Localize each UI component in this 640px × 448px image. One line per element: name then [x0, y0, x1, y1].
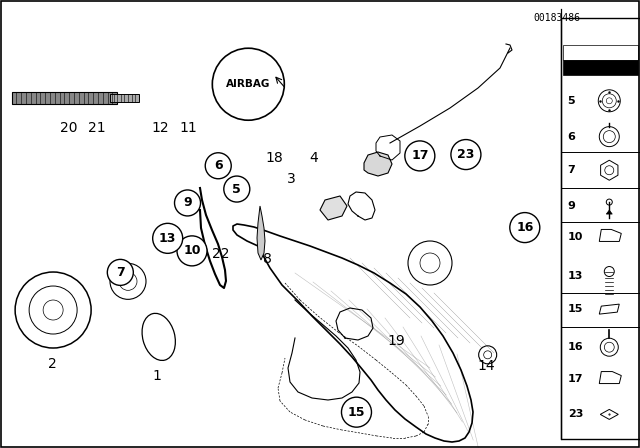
Text: 20: 20: [60, 121, 78, 135]
Text: 6: 6: [568, 132, 575, 142]
Circle shape: [451, 140, 481, 169]
Polygon shape: [364, 152, 392, 176]
Text: 22: 22: [212, 247, 230, 262]
Text: 13: 13: [568, 271, 583, 280]
Text: 16: 16: [516, 221, 534, 234]
Circle shape: [205, 153, 231, 179]
Text: 17: 17: [411, 149, 429, 163]
Text: 8: 8: [263, 252, 272, 266]
Text: 10: 10: [568, 233, 583, 242]
Text: 21: 21: [88, 121, 106, 135]
Bar: [563, 60, 638, 75]
Text: 17: 17: [568, 374, 583, 383]
Text: 5: 5: [232, 182, 241, 196]
Circle shape: [405, 141, 435, 171]
Text: 14: 14: [477, 359, 495, 374]
Polygon shape: [606, 210, 612, 214]
Circle shape: [224, 176, 250, 202]
Text: 00183486: 00183486: [533, 13, 580, 23]
Text: 18: 18: [265, 151, 283, 165]
Text: 16: 16: [568, 342, 583, 352]
Text: 23: 23: [457, 148, 475, 161]
Text: 9: 9: [568, 201, 575, 211]
Circle shape: [177, 236, 207, 266]
Circle shape: [153, 224, 182, 253]
Text: 7: 7: [568, 165, 575, 175]
Text: 1: 1: [152, 369, 161, 383]
Text: 15: 15: [568, 304, 583, 314]
Polygon shape: [320, 196, 347, 220]
Bar: [110, 94, 139, 102]
Text: 15: 15: [348, 405, 365, 419]
Polygon shape: [257, 206, 265, 260]
Circle shape: [342, 397, 371, 427]
Text: 5: 5: [568, 96, 575, 106]
Text: AIRBAG: AIRBAG: [226, 79, 271, 89]
Text: 10: 10: [183, 244, 201, 258]
Circle shape: [108, 259, 133, 285]
Text: 6: 6: [214, 159, 223, 172]
Circle shape: [175, 190, 200, 216]
Text: 9: 9: [183, 196, 192, 210]
Text: 12: 12: [151, 121, 169, 135]
Circle shape: [510, 213, 540, 242]
Text: 23: 23: [568, 409, 583, 419]
Text: 4: 4: [309, 151, 318, 165]
Bar: [563, 46, 638, 60]
Text: 2: 2: [48, 357, 57, 371]
Text: 7: 7: [116, 266, 125, 279]
Text: 3: 3: [287, 172, 296, 186]
Text: 19: 19: [388, 334, 406, 349]
Bar: [12, 92, 117, 103]
Text: 13: 13: [159, 232, 177, 245]
Bar: [561, 18, 640, 439]
Text: 11: 11: [180, 121, 198, 135]
